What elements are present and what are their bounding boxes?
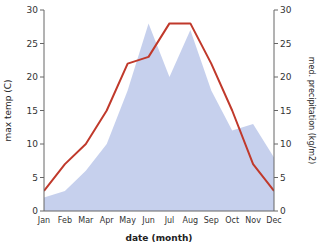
y-tick: [40, 77, 44, 78]
y-tick: [40, 43, 44, 44]
y-tick: [40, 144, 44, 145]
y2-tick: [274, 110, 278, 111]
chart-container: 0 5 10 15 20 25 30 0 5 10 15 20 25 30 Jan Feb Mar Apr May J…: [0, 0, 318, 247]
y-tick-label: 30: [27, 5, 39, 15]
y2-tick-label: 0: [280, 206, 286, 216]
x-tick-label: Jun: [141, 216, 155, 225]
y-tick: [40, 211, 44, 212]
temperature-line: [44, 23, 274, 191]
x-tick-label: May: [119, 216, 136, 225]
y-tick-label: 15: [27, 106, 38, 116]
y2-tick-label: 25: [280, 39, 291, 49]
x-tick-label: Jul: [164, 216, 175, 225]
y2-tick: [274, 177, 278, 178]
x-tick-label: Feb: [58, 216, 72, 225]
y2-tick: [274, 10, 278, 11]
y2-tick: [274, 211, 278, 212]
y2-axis-title: med. precipitation (kg/m2): [307, 57, 316, 164]
y-tick-label: 25: [27, 39, 38, 49]
chart: 0 5 10 15 20 25 30 0 5 10 15 20 25 30 Jan Feb Mar Apr May J…: [0, 0, 318, 247]
x-tick-label: Apr: [100, 216, 115, 225]
y-tick-label: 10: [27, 139, 39, 149]
x-tick-label: Sep: [204, 216, 219, 225]
y2-tick: [274, 43, 278, 44]
y-tick-label: 20: [27, 72, 39, 82]
y-tick-label: 5: [32, 173, 38, 183]
x-tick-label: Aug: [183, 216, 199, 225]
y2-tick: [274, 77, 278, 78]
y2-tick-label: 20: [280, 72, 292, 82]
y-tick: [40, 177, 44, 178]
y2-tick-label: 30: [280, 5, 292, 15]
x-tick-label: Mar: [78, 216, 94, 225]
y2-tick-label: 15: [280, 106, 291, 116]
x-axis-line: [44, 211, 274, 212]
x-axis-title: date (month): [126, 233, 193, 243]
y2-tick: [274, 144, 278, 145]
y-tick-label: 0: [32, 206, 38, 216]
y-tick: [40, 10, 44, 11]
x-tick-label: Dec: [266, 216, 281, 225]
plot-area: [44, 23, 274, 211]
y2-tick-label: 10: [280, 139, 292, 149]
y2-tick-label: 5: [280, 173, 286, 183]
y-axis-title: max temp (C): [3, 79, 13, 141]
x-tick-label: Jan: [37, 216, 50, 225]
y-tick: [40, 110, 44, 111]
x-tick-label: Nov: [245, 216, 261, 225]
precipitation-area: [44, 23, 274, 211]
x-tick-label: Oct: [225, 216, 239, 225]
